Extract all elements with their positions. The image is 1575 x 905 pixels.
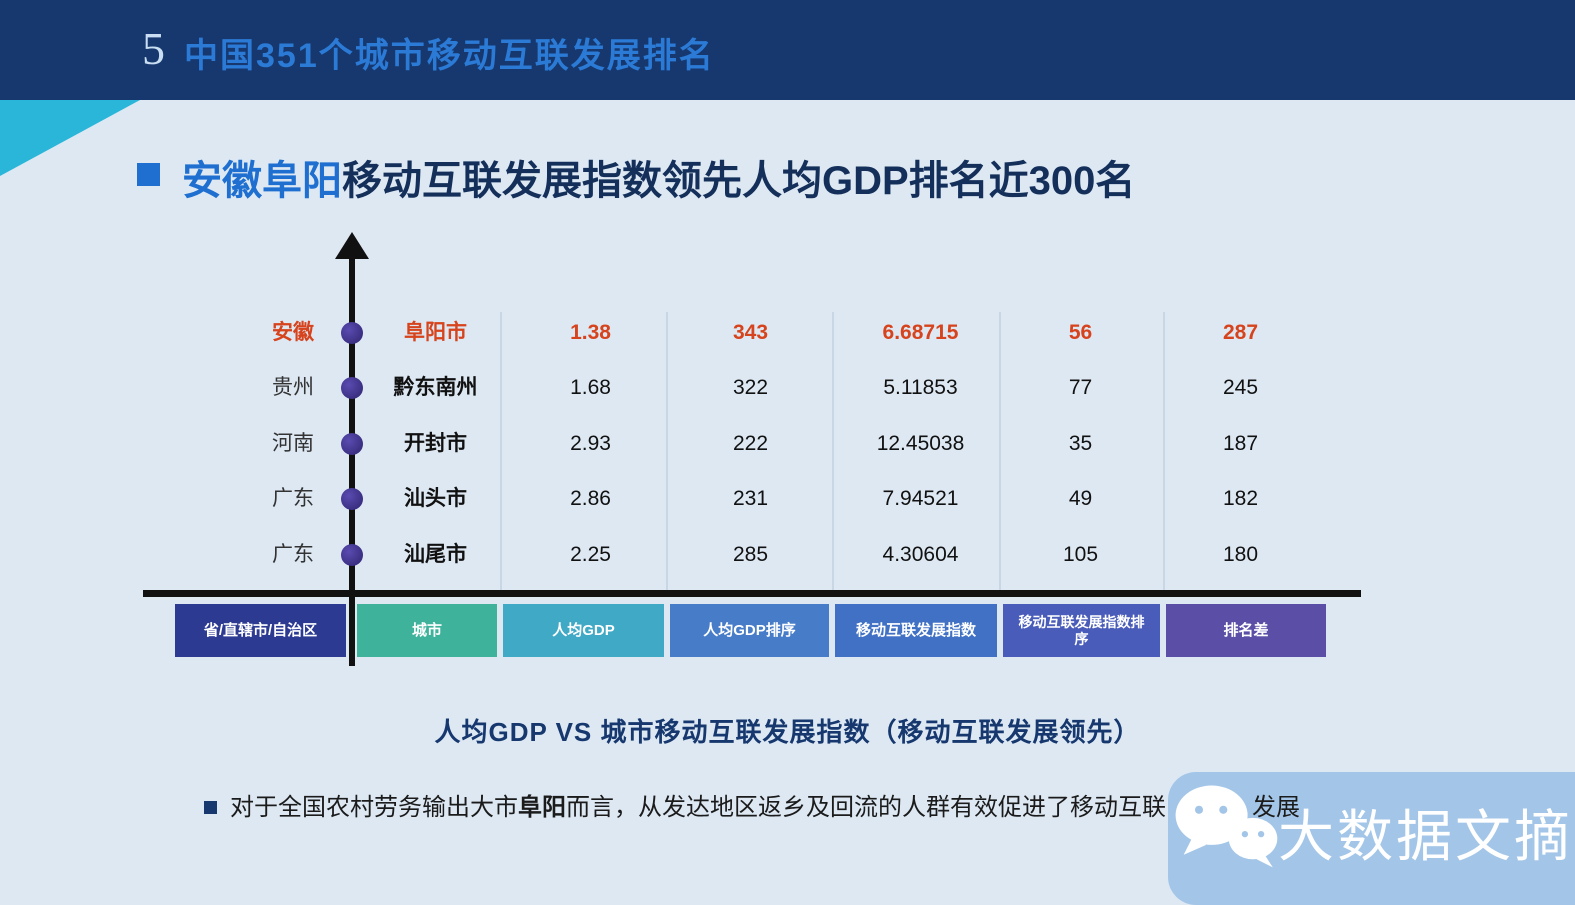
row-gdp: 1.68	[570, 376, 611, 399]
table-row: 广东 汕头市 2.86 231 7.94521 49 182	[0, 482, 1575, 516]
row-index-rank: 77	[1068, 376, 1093, 399]
row-gdp-rank: 343	[732, 321, 769, 344]
table-header-label: 人均GDP排序	[703, 621, 796, 639]
corner-triangle-decoration	[0, 100, 140, 176]
axis-dot-icon	[341, 433, 363, 455]
table-header-label: 城市	[411, 621, 442, 639]
headline-bullet-square	[137, 163, 160, 186]
table-header-label: 省/直辖市/自治区	[203, 621, 318, 639]
row-gdp: 2.25	[570, 543, 611, 566]
table-header-label: 排名差	[1223, 621, 1269, 639]
row-province: 广东	[272, 487, 314, 510]
note-text: 对于全国农村劳务输出大市阜阳而言，从发达地区返乡及回流的人群有效促进了移动互联	[230, 791, 1166, 825]
top-banner: 5 中国351个城市移动互联发展排名	[0, 0, 1575, 100]
table-header-segment: 城市	[357, 604, 497, 657]
note-city-bold: 阜阳	[518, 794, 566, 821]
row-rank-diff: 182	[1222, 487, 1259, 510]
row-index-rank: 105	[1062, 543, 1099, 566]
row-index-rank: 56	[1068, 321, 1093, 344]
row-province: 安徽	[272, 321, 314, 344]
table-header-label: 移动互联发展指数	[855, 621, 976, 639]
headline-highlight: 安徽阜阳	[182, 159, 342, 203]
table-row: 广东 汕尾市 2.25 285 4.30604 105 180	[0, 538, 1575, 572]
row-gdp-rank: 285	[732, 543, 769, 566]
headline-text: 安徽阜阳移动互联发展指数领先人均GDP排名近300名	[182, 148, 1135, 206]
column-separator-line	[832, 312, 834, 593]
row-rank-diff: 187	[1222, 432, 1259, 455]
row-city: 开封市	[404, 432, 467, 455]
row-gdp: 1.38	[570, 321, 611, 344]
row-gdp-rank: 231	[732, 487, 769, 510]
axis-dot-icon	[341, 544, 363, 566]
y-axis-arrow-icon	[335, 232, 369, 259]
row-province: 河南	[272, 432, 314, 455]
row-index: 7.94521	[882, 487, 959, 510]
table-header-segment: 人均GDP	[503, 604, 664, 657]
slide-number: 5	[142, 23, 165, 74]
row-city: 汕头市	[404, 487, 467, 510]
table-row: 贵州 黔东南州 1.68 322 5.11853 77 245	[0, 371, 1575, 405]
row-rank-diff: 245	[1222, 376, 1259, 399]
row-index: 12.45038	[876, 432, 965, 455]
wechat-icon	[1175, 785, 1278, 868]
axis-dot-icon	[341, 488, 363, 510]
row-city: 黔东南州	[393, 376, 478, 399]
note-tail: 发展	[1252, 794, 1300, 821]
table-header-segment: 移动互联发展指数	[835, 604, 997, 657]
row-rank-diff: 287	[1222, 321, 1259, 344]
headline: 安徽阜阳移动互联发展指数领先人均GDP排名近300名	[137, 148, 1135, 206]
chart-caption: 人均GDP VS 城市移动互联发展指数（移动互联发展领先）	[434, 717, 1141, 747]
row-index: 6.68715	[882, 321, 959, 344]
y-axis-line	[349, 256, 355, 666]
table-header-label: 移动互联发展指数排序	[1018, 613, 1145, 647]
note-prefix: 对于全国农村劳务输出大市	[230, 794, 518, 821]
row-gdp: 2.93	[570, 432, 611, 455]
axis-dot-icon	[341, 322, 363, 344]
row-gdp: 2.86	[570, 487, 611, 510]
table-header-segment: 排名差	[1166, 604, 1326, 657]
banner-title: 中国351个城市移动互联发展排名	[184, 37, 715, 75]
note-middle: 而言，从发达地区返乡及回流的人群有效促进了移动互联	[566, 794, 1166, 821]
watermark-label: 大数据文摘	[1278, 807, 1573, 869]
row-rank-diff: 180	[1222, 543, 1259, 566]
row-index-rank: 49	[1068, 487, 1093, 510]
row-province: 贵州	[272, 376, 314, 399]
table-row: 安徽 阜阳市 1.38 343 6.68715 56 287	[0, 316, 1575, 350]
axis-dot-icon	[341, 377, 363, 399]
table-row: 河南 开封市 2.93 222 12.45038 35 187	[0, 427, 1575, 461]
table-header-label: 人均GDP	[552, 621, 615, 639]
table-header-segment: 移动互联发展指数排序	[1003, 604, 1160, 657]
row-city: 阜阳市	[404, 321, 467, 344]
column-separator-line	[999, 312, 1001, 593]
table-header-segment: 人均GDP排序	[670, 604, 829, 657]
row-index: 4.30604	[882, 543, 959, 566]
row-province: 广东	[272, 543, 314, 566]
row-index: 5.11853	[883, 376, 958, 399]
row-city: 汕尾市	[404, 543, 467, 566]
headline-rest: 移动互联发展指数领先人均GDP排名近300名	[342, 159, 1136, 203]
table-header-segment: 省/直辖市/自治区	[175, 604, 346, 657]
row-gdp-rank: 222	[732, 432, 769, 455]
x-axis-line	[143, 590, 1361, 597]
column-separator-line	[1163, 312, 1165, 593]
column-separator-line	[666, 312, 668, 593]
note-bullet-square	[204, 801, 217, 814]
row-gdp-rank: 322	[732, 376, 769, 399]
column-separator-line	[500, 312, 502, 593]
row-index-rank: 35	[1068, 432, 1093, 455]
